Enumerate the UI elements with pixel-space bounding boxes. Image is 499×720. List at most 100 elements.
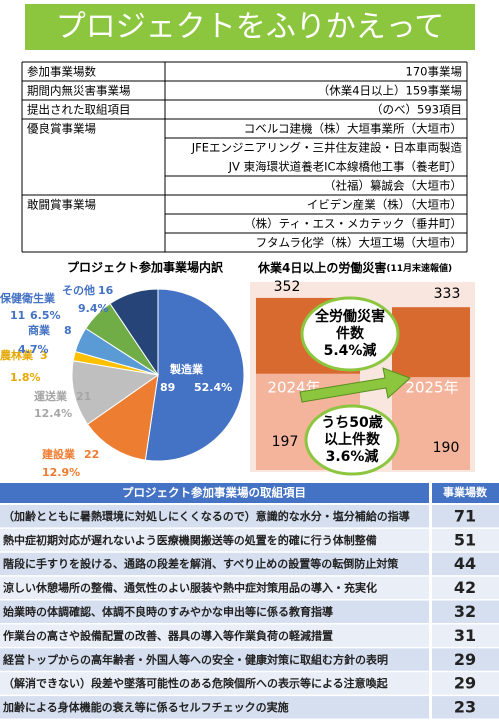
header-cell: プロジェクト参加事業場の取組項目: [122, 486, 306, 500]
pie-slice: [144, 288, 245, 462]
header-cell: 事業場数: [443, 485, 488, 499]
value-label: 352: [274, 279, 301, 295]
row-value: イビデン産業（株）（大垣市）: [307, 198, 462, 212]
pie-slice: [86, 373, 159, 461]
pie-label-name: 農林業: [0, 348, 34, 362]
callout-text: 件数: [336, 325, 365, 342]
pie-slice: [109, 288, 159, 377]
callout-text: 以上件数: [324, 431, 381, 448]
row-bg: [0, 576, 429, 600]
item-count: 23: [454, 698, 476, 717]
item-count: 51: [454, 530, 476, 549]
title-banner: [25, 4, 475, 50]
pie-label-count: 11: [10, 309, 25, 322]
callout: [300, 296, 400, 372]
row-value: （社福）纂誠会（大垣市）: [324, 179, 462, 193]
row-bg: [0, 552, 429, 576]
row-value: （株）ティ・エス・メカテック（垂井町）: [244, 217, 462, 231]
pie-label-name: 建設業: [42, 447, 76, 461]
table-header: [0, 483, 429, 503]
category-label: 2025年: [405, 379, 458, 397]
item-text: 涼しい休憩場所の整備、通気性のよい服装や熱中症対策用品の導入・充実化: [3, 581, 377, 595]
pie-label-count: 89: [160, 381, 175, 394]
row-bg: [432, 696, 499, 719]
pie-label-count: 21: [76, 390, 91, 403]
pie-label-share: 6.5%: [30, 309, 61, 322]
pie-label-count: 8: [64, 324, 72, 337]
item-count: 32: [454, 602, 476, 621]
row-bg: [432, 648, 499, 671]
pie-label-share: 12.9%: [42, 466, 80, 479]
row-value: （休業4日以上）159事業場: [318, 84, 463, 98]
item-text: （解消できない）段差や墜落可能性のある危険個所への表示等による注意喚起: [3, 676, 389, 690]
row-label: 提出された取組項目: [27, 103, 131, 117]
item-text: 経営トップからの高年齢者・外国人等への安全・健康対策に取組む方針の表明: [3, 652, 388, 666]
item-count: 29: [454, 650, 476, 669]
pie-label-share: 1.8%: [10, 371, 41, 384]
row-label: 期間内無災害事業場: [27, 84, 131, 98]
item-text: 加齢による身体機能の衰え等に係るセルフチェックの実施: [2, 700, 289, 714]
pie-label-share: 4.7%: [18, 343, 49, 356]
row-value: コベルコ建機（株）大垣事業所（大垣市）: [244, 122, 462, 136]
pie-label-share: 9.4%: [78, 302, 109, 315]
row-value: JV 東海環状道養老IC本線橋他工事（養老町）: [228, 160, 462, 174]
row-bg: [0, 672, 429, 695]
pie-label-name: 保健衛生業: [0, 291, 56, 305]
row-label: 参加事業場数: [27, 65, 96, 79]
pie-label-name: その他: [62, 283, 95, 297]
pie-slice: [71, 360, 160, 425]
row-bg: [432, 552, 499, 576]
row-bg: [0, 505, 429, 528]
pie-label-share: 12.4%: [34, 407, 72, 420]
row-bg: [0, 648, 429, 671]
item-text: 始業時の体調確認、体調不良時のすみやかな申出等に係る教育指導: [3, 605, 333, 619]
row-bg: [432, 576, 499, 600]
pie-label-name: 製造業: [169, 362, 204, 376]
item-text: 階段に手すりを設ける、通路の段差を解消、すべり止めの設置等の転倒防止対策: [3, 557, 399, 571]
pie-label-count: 22: [84, 448, 99, 461]
row-bg: [0, 624, 429, 647]
item-text: 熱中症初期対応が遅れないよう医療機関搬送等の処置を的確に行う体制整備: [3, 533, 377, 547]
pie-label-count: 3: [40, 349, 48, 362]
row-bg: [432, 505, 499, 528]
callout-text: 全労働災害: [314, 308, 385, 325]
chart-title-main: 休業4日以上の労働災害: [257, 260, 386, 275]
chart-subtitle: (11月末速報値): [386, 262, 452, 274]
page-title: プロジェクトをふりかえって: [56, 10, 445, 45]
row-bg: [432, 600, 499, 623]
arrow: [299, 367, 411, 403]
value-label: 190: [433, 440, 460, 456]
callout-text: 3.6%減: [326, 448, 379, 465]
item-count: 44: [454, 554, 476, 573]
chart-title: 休業4日以上の労働災害(11月末速報値): [257, 260, 452, 275]
item-count: 71: [454, 506, 476, 525]
row-bg: [432, 624, 499, 647]
row-label: 敢闘賞事業場: [27, 198, 96, 212]
row-value: JFEエンジニアリング・三井住友建設・日本車両製造: [191, 141, 463, 155]
row-bg: [432, 672, 499, 695]
row-bg: [0, 528, 429, 552]
row-value: 170事業場: [406, 65, 463, 79]
item-count: 29: [454, 674, 476, 693]
item-text: （加齢とともに暑熱環境に対処しにくくなるので）意識的な水分・塩分補給の指導: [3, 509, 410, 523]
row-bg: [0, 600, 429, 623]
pie-label-name: 運送業: [34, 389, 68, 403]
bar: [392, 377, 470, 470]
item-count: 42: [454, 578, 476, 597]
row-value: （のべ）593項目: [371, 103, 462, 117]
row-bg: [0, 696, 429, 719]
row-bg: [432, 528, 499, 552]
callout-text: うち50歳: [321, 414, 382, 431]
item-count: 31: [454, 626, 476, 645]
row-label: 優良賞事業場: [27, 122, 96, 136]
value-label: 333: [434, 286, 461, 302]
chart-title: プロジェクト参加事業場内訳: [67, 260, 224, 275]
pie-label-share: 52.4%: [194, 381, 232, 394]
callout: [304, 404, 400, 476]
callout-text: 5.4%減: [324, 342, 377, 359]
item-text: 作業台の高さや設備配置の改善、器具の導入等作業負荷の軽減措置: [3, 628, 333, 642]
table-header: [432, 483, 499, 503]
pie-label-name: 商業: [28, 323, 51, 337]
row-value: フタムラ化学（株）大垣工場（大垣市）: [256, 236, 462, 250]
